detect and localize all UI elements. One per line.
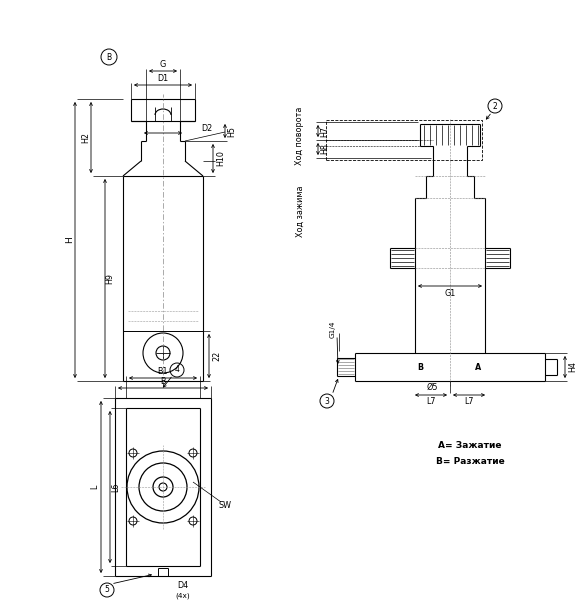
Text: 4: 4 [175,365,179,375]
Text: B1: B1 [158,368,168,376]
Text: G1: G1 [445,288,456,298]
Text: A: A [475,362,481,371]
Text: H: H [66,237,74,243]
Text: B: B [107,52,112,62]
Text: L7: L7 [426,397,436,407]
Text: Ход поворота: Ход поворота [296,107,304,165]
Text: SW: SW [218,500,232,509]
Text: B: B [160,378,166,386]
Text: Ø5: Ø5 [426,383,438,392]
Text: (4x): (4x) [176,593,190,599]
Text: G: G [160,60,166,68]
Text: A= Зажатие: A= Зажатие [438,442,502,450]
Text: D4: D4 [178,582,189,591]
Text: G1/4: G1/4 [330,320,336,338]
Text: D2: D2 [201,123,212,132]
Text: H10: H10 [217,150,225,166]
Text: B= Разжатие: B= Разжатие [435,456,505,466]
Bar [326,120,482,160]
Text: H5: H5 [228,126,236,137]
Text: 2: 2 [492,102,498,110]
Text: L7: L7 [464,397,474,407]
Text: H2: H2 [81,132,90,143]
Text: Ход зажима: Ход зажима [296,185,304,237]
Text: H9: H9 [105,273,115,284]
Text: 22: 22 [212,351,222,361]
Text: 3: 3 [325,397,329,405]
Text: L: L [90,485,100,489]
Text: L6: L6 [112,482,120,492]
Text: H7: H7 [321,126,329,137]
Text: 5: 5 [105,585,109,594]
Text: H8: H8 [321,144,329,155]
Text: H4: H4 [569,362,577,373]
Text: D1: D1 [158,73,169,83]
Text: B: B [417,362,423,371]
